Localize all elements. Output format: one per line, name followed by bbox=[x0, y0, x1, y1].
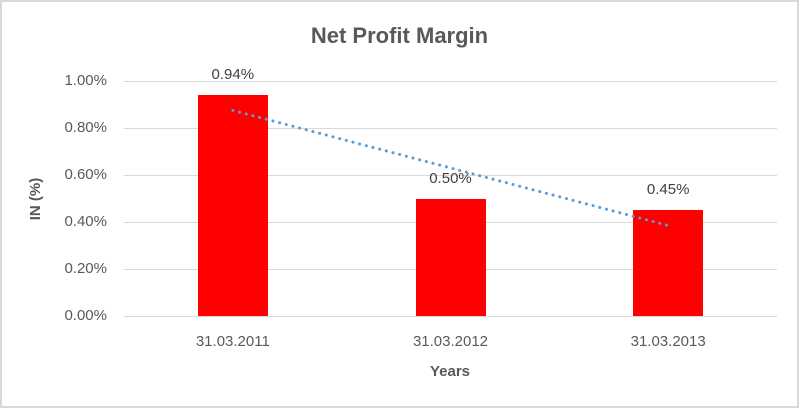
bar-data-label: 0.45% bbox=[646, 181, 690, 199]
bar-data-label: 0.94% bbox=[211, 66, 255, 84]
bar-data-label: 0.50% bbox=[429, 169, 472, 187]
x-axis-line bbox=[124, 315, 777, 317]
x-tick-label: 31.03.2011 bbox=[195, 333, 270, 350]
y-tick-label: 0.60% bbox=[64, 166, 107, 183]
x-tick-label: 31.03.2013 bbox=[630, 333, 706, 350]
x-tick-label: 31.03.2012 bbox=[412, 333, 489, 350]
bar-series-net-profit-margin bbox=[633, 210, 704, 316]
y-axis-title: IN (%) bbox=[27, 177, 44, 221]
chart-title: Net Profit Margin bbox=[310, 23, 489, 48]
y-tick-label: 1.00% bbox=[64, 72, 107, 89]
y-tick-label: 0.80% bbox=[64, 119, 107, 136]
x-axis-title: Years bbox=[429, 363, 471, 380]
y-tick-label: 0.40% bbox=[64, 213, 107, 230]
gridline bbox=[124, 80, 777, 82]
y-tick-label: 0.20% bbox=[64, 260, 107, 277]
bar-series-net-profit-margin bbox=[197, 95, 268, 316]
bar-series-net-profit-margin bbox=[415, 198, 486, 316]
y-tick-label: 0.00% bbox=[64, 307, 107, 324]
